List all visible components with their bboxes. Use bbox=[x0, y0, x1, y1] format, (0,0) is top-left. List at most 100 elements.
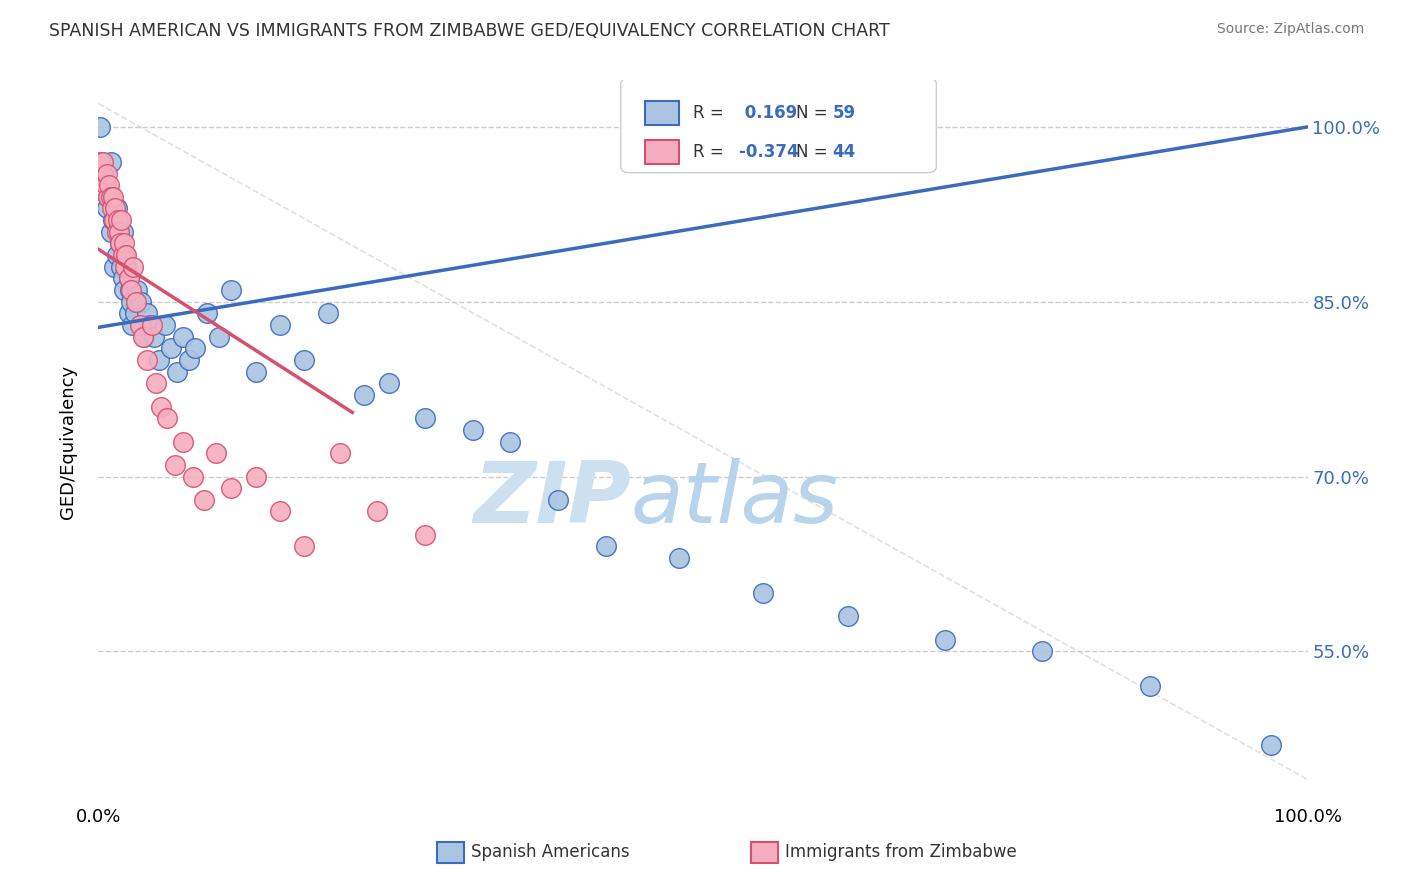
Point bbox=[105, 248, 128, 262]
Point bbox=[115, 248, 138, 262]
Text: atlas: atlas bbox=[630, 458, 838, 541]
Point bbox=[120, 283, 142, 297]
Point bbox=[134, 329, 156, 343]
Point bbox=[547, 492, 569, 507]
Point bbox=[105, 225, 128, 239]
Point bbox=[221, 283, 243, 297]
Text: SPANISH AMERICAN VS IMMIGRANTS FROM ZIMBABWE GED/EQUIVALENCY CORRELATION CHART: SPANISH AMERICAN VS IMMIGRANTS FROM ZIMB… bbox=[49, 22, 890, 40]
Point bbox=[143, 329, 166, 343]
Point bbox=[100, 154, 122, 169]
Point bbox=[145, 376, 167, 391]
Point bbox=[413, 411, 436, 425]
Point bbox=[166, 365, 188, 379]
Point bbox=[752, 586, 775, 600]
Point bbox=[114, 248, 136, 262]
FancyBboxPatch shape bbox=[645, 102, 679, 125]
Point bbox=[91, 167, 114, 181]
Point bbox=[107, 213, 129, 227]
Point bbox=[156, 411, 179, 425]
Point bbox=[595, 540, 617, 554]
Point bbox=[148, 353, 170, 368]
Point bbox=[112, 283, 135, 297]
Text: Spanish Americans: Spanish Americans bbox=[471, 843, 630, 861]
Text: 59: 59 bbox=[832, 104, 855, 122]
Point bbox=[112, 236, 135, 251]
Point bbox=[98, 178, 121, 193]
Point bbox=[111, 248, 134, 262]
Point bbox=[118, 283, 141, 297]
Point bbox=[124, 306, 146, 320]
Point bbox=[463, 423, 485, 437]
Point bbox=[96, 167, 118, 181]
Point bbox=[118, 306, 141, 320]
Point bbox=[103, 213, 125, 227]
Point bbox=[97, 190, 120, 204]
Point bbox=[179, 353, 201, 368]
Text: ZIP: ZIP bbox=[472, 458, 630, 541]
Point bbox=[114, 260, 136, 274]
Point bbox=[94, 178, 117, 193]
Point bbox=[110, 260, 132, 274]
Point bbox=[292, 353, 315, 368]
Point bbox=[1260, 738, 1282, 752]
Point bbox=[172, 329, 194, 343]
Point bbox=[141, 318, 163, 332]
Point bbox=[89, 120, 111, 134]
Point bbox=[269, 504, 291, 518]
Point bbox=[118, 271, 141, 285]
Point bbox=[329, 446, 352, 460]
FancyBboxPatch shape bbox=[645, 140, 679, 163]
Text: -0.374: -0.374 bbox=[740, 143, 810, 161]
Point bbox=[103, 260, 125, 274]
Text: Immigrants from Zimbabwe: Immigrants from Zimbabwe bbox=[785, 843, 1017, 861]
Point bbox=[93, 167, 115, 181]
Y-axis label: GED/Equivalency: GED/Equivalency bbox=[59, 365, 77, 518]
Point bbox=[353, 388, 375, 402]
Point bbox=[498, 434, 520, 449]
Point bbox=[160, 341, 183, 355]
Point bbox=[104, 202, 127, 216]
Point bbox=[668, 551, 690, 566]
Point bbox=[111, 271, 134, 285]
Point bbox=[110, 213, 132, 227]
Point bbox=[195, 306, 218, 320]
Point bbox=[292, 540, 315, 554]
Point bbox=[108, 236, 131, 251]
Point bbox=[97, 190, 120, 204]
Point bbox=[245, 469, 267, 483]
Point bbox=[111, 225, 134, 239]
FancyBboxPatch shape bbox=[621, 78, 936, 173]
Point bbox=[208, 329, 231, 343]
Point bbox=[128, 318, 150, 332]
Point bbox=[377, 376, 399, 391]
Text: 44: 44 bbox=[832, 143, 856, 161]
Point bbox=[316, 306, 339, 320]
Point bbox=[184, 341, 207, 355]
Point bbox=[172, 434, 194, 449]
Point bbox=[181, 469, 204, 483]
Point bbox=[108, 236, 131, 251]
Point bbox=[245, 365, 267, 379]
Point bbox=[89, 154, 111, 169]
Point bbox=[135, 306, 157, 320]
Point bbox=[150, 400, 173, 414]
Point bbox=[118, 271, 141, 285]
Point bbox=[139, 318, 162, 332]
Point bbox=[163, 458, 186, 472]
FancyBboxPatch shape bbox=[437, 842, 464, 863]
Point bbox=[96, 202, 118, 216]
Point bbox=[101, 190, 124, 204]
Text: N =: N = bbox=[796, 104, 832, 122]
Text: Source: ZipAtlas.com: Source: ZipAtlas.com bbox=[1216, 22, 1364, 37]
Point bbox=[837, 609, 859, 624]
Text: R =: R = bbox=[693, 143, 730, 161]
Point bbox=[269, 318, 291, 332]
Point bbox=[121, 318, 143, 332]
Point bbox=[132, 329, 155, 343]
Point bbox=[204, 446, 226, 460]
Point bbox=[1139, 679, 1161, 693]
Point bbox=[100, 202, 122, 216]
Text: R =: R = bbox=[693, 104, 730, 122]
Point bbox=[153, 318, 176, 332]
Point bbox=[366, 504, 388, 518]
